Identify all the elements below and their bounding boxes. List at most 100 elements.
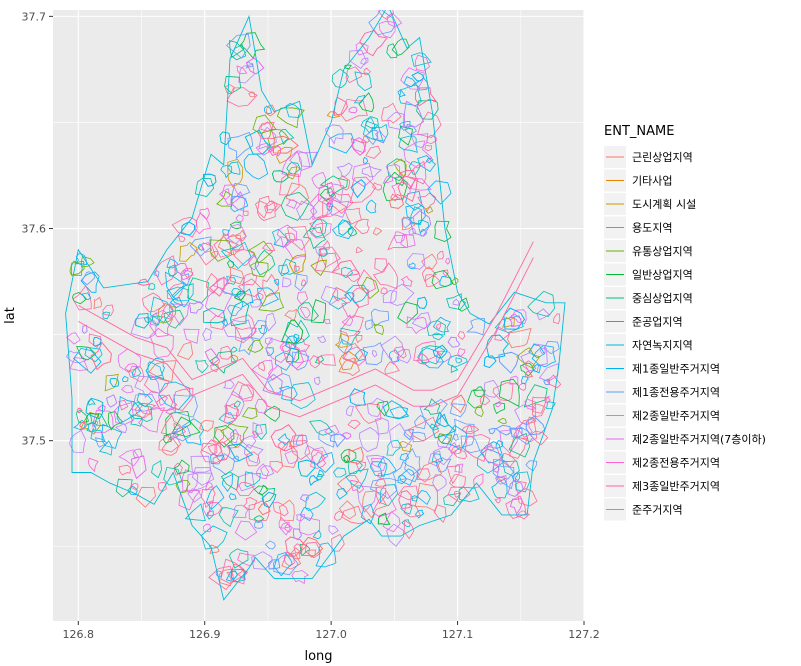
zone-boundary (308, 549, 317, 558)
zone-boundary (229, 40, 245, 58)
zone-boundary (232, 455, 240, 462)
zone-boundary (479, 394, 491, 405)
zone-boundary (414, 415, 427, 430)
zone-boundary (245, 57, 265, 75)
zone-boundary (364, 319, 373, 331)
zone-boundary (254, 398, 268, 414)
zone-boundary (347, 419, 361, 430)
zone-boundary (398, 125, 413, 146)
zone-boundary (508, 313, 522, 328)
zone-boundary (168, 430, 179, 439)
zone-boundary (517, 488, 538, 507)
zone-boundary (225, 390, 245, 417)
zone-boundary (450, 364, 459, 374)
zone-boundary (255, 292, 264, 301)
zone-boundary (295, 514, 306, 522)
zone-boundary (398, 490, 412, 509)
zone-boundary (239, 32, 266, 60)
zone-boundary (204, 481, 215, 491)
zone-boundary (450, 394, 466, 414)
zone-boundary (343, 454, 351, 463)
zone-boundary (432, 332, 444, 341)
legend-label: 제1종전용주거지역 (632, 386, 720, 399)
zone-boundary (202, 173, 217, 187)
zone-boundary (371, 349, 378, 358)
river-bank (78, 257, 534, 418)
zone-boundary (92, 409, 114, 433)
x-axis-title: long (304, 649, 332, 664)
zone-boundary (236, 65, 248, 75)
zone-boundary (432, 474, 447, 492)
zone-boundary (262, 373, 283, 396)
zone-boundary (206, 485, 225, 511)
zone-boundary (427, 180, 452, 205)
zone-boundary (358, 92, 375, 113)
zone-boundary (379, 484, 399, 507)
zone-boundary (485, 443, 495, 452)
zone-boundary (219, 568, 234, 587)
zone-boundary (333, 467, 347, 478)
zone-boundary (375, 486, 387, 505)
zone-boundary (330, 433, 346, 448)
zone-boundary (434, 220, 452, 242)
zone-boundary (149, 327, 174, 359)
zone-boundary (510, 427, 523, 438)
zone-boundary (165, 271, 187, 299)
zone-boundary (328, 525, 339, 535)
zone-boundary (341, 505, 368, 525)
zone-boundary (401, 519, 412, 528)
zone-boundary (270, 424, 297, 452)
zone-boundary (331, 533, 345, 552)
zone-boundary (400, 67, 425, 90)
zone-boundary (227, 158, 244, 188)
zone-boundary (333, 96, 348, 116)
zone-boundary (229, 266, 245, 285)
zone-boundary (288, 434, 304, 448)
zone-boundary (104, 373, 119, 392)
zone-boundary (261, 242, 276, 252)
zone-boundary (355, 42, 369, 56)
zone-boundary (287, 226, 310, 251)
zone-boundary (218, 188, 231, 200)
zone-boundary (257, 503, 271, 516)
zone-boundary (102, 311, 111, 320)
zone-boundary (203, 307, 226, 324)
zone-boundary (208, 565, 235, 591)
zone-boundary (284, 319, 310, 345)
zone-boundary (476, 449, 505, 474)
zone-boundary (409, 206, 423, 225)
zone-boundary (279, 521, 291, 536)
zone-boundary (214, 441, 231, 462)
zone-boundary (316, 451, 335, 473)
zone-boundary (389, 194, 404, 209)
zone-boundary (181, 221, 195, 236)
zone-boundary (260, 465, 275, 477)
zone-boundary (114, 423, 128, 434)
zone-boundary (387, 111, 405, 130)
zone-boundary (449, 418, 475, 449)
zone-boundary (318, 427, 335, 448)
zone-boundary (129, 482, 139, 491)
zone-boundary (531, 396, 548, 414)
zone-boundary (243, 443, 264, 464)
zone-boundary (189, 236, 212, 257)
zone-boundary (180, 273, 190, 286)
zone-boundary (516, 426, 534, 445)
zone-boundary (90, 429, 106, 442)
zone-boundary (267, 364, 283, 381)
zone-boundary (356, 460, 367, 473)
zone-boundary (171, 216, 198, 238)
zone-boundary (400, 275, 413, 287)
y-axis: 37.5 37.6 37.7 (22, 10, 53, 448)
zone-boundary (90, 341, 112, 371)
zone-boundary (322, 197, 348, 218)
zone-boundary (317, 469, 325, 477)
zone-boundary (546, 374, 562, 389)
zone-boundary (299, 516, 321, 536)
zone-boundary (310, 259, 327, 276)
zone-boundary (409, 210, 432, 237)
zone-boundary (122, 376, 129, 383)
zone-boundary (224, 403, 239, 419)
zone-boundary (509, 375, 519, 385)
zone-boundary (292, 349, 310, 364)
